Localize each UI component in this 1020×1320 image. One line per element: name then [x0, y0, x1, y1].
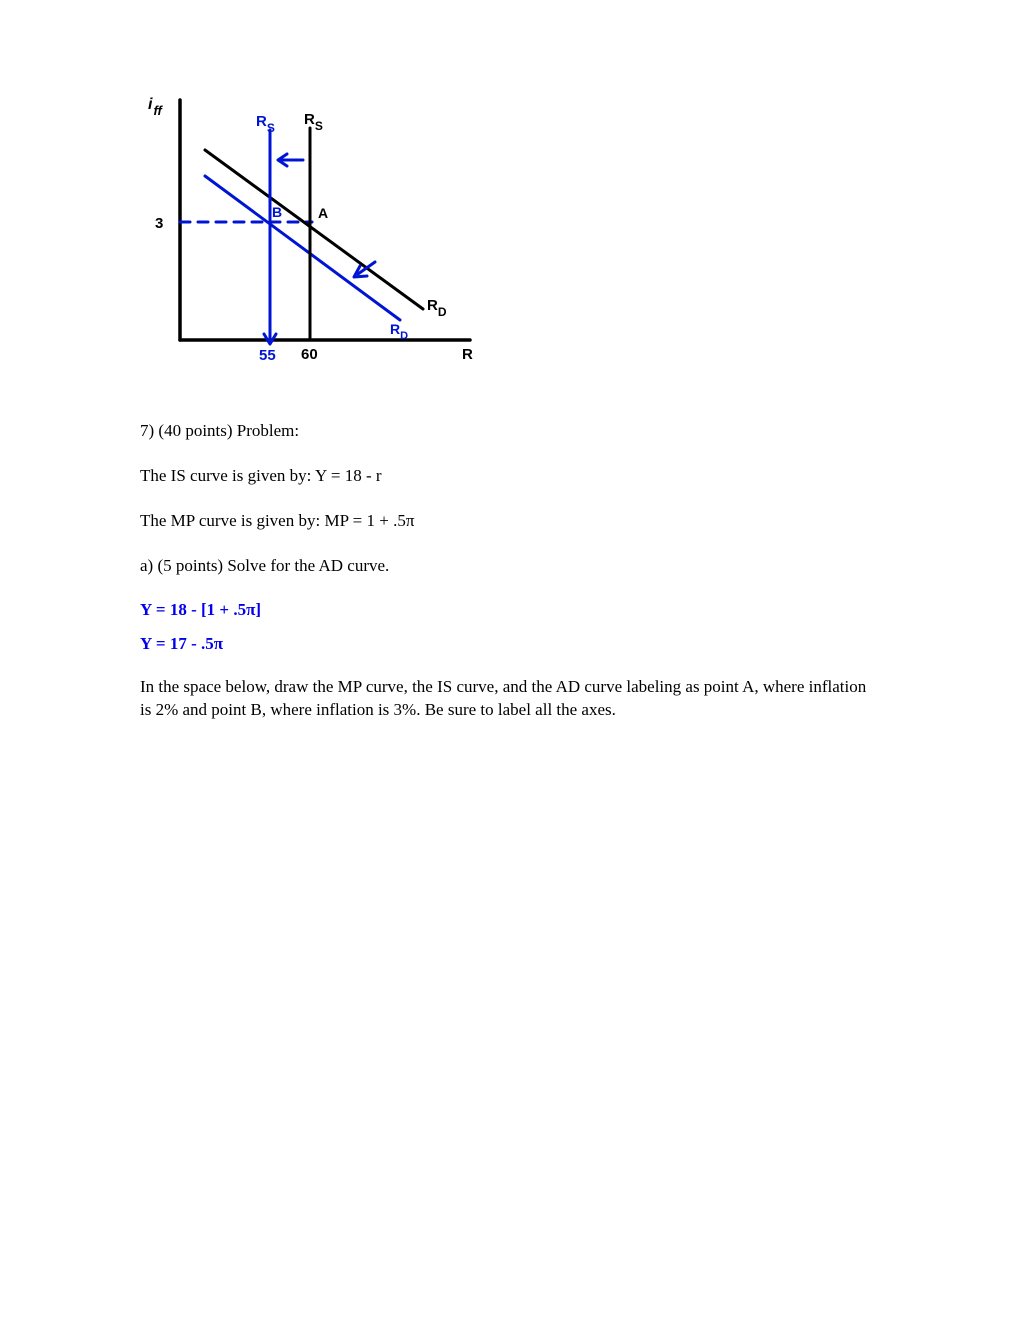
- y-tick-3: 3: [155, 215, 163, 232]
- graph-container: iff R 3 RD RD RS 60: [140, 90, 500, 380]
- x-axis-label: R: [462, 346, 473, 363]
- problem-header: 7) (40 points) Problem:: [140, 420, 880, 443]
- x-tick-55: 55: [259, 347, 276, 364]
- page: iff R 3 RD RD RS 60: [0, 0, 1020, 1320]
- answer-line-1: Y = 18 - [1 + .5π]: [140, 600, 880, 620]
- point-b-label: B: [272, 204, 282, 220]
- mp-curve-text: The MP curve is given by: MP = 1 + .5π: [140, 510, 880, 533]
- is-curve-text: The IS curve is given by: Y = 18 - r: [140, 465, 880, 488]
- y-axis-label: iff: [148, 96, 164, 118]
- answer-line-2: Y = 17 - .5π: [140, 634, 880, 654]
- rs-black-label: RS: [304, 111, 323, 133]
- part-a-text: a) (5 points) Solve for the AD curve.: [140, 555, 880, 578]
- rd-black-line: [205, 150, 423, 309]
- rs-blue-label: RS: [256, 113, 275, 135]
- economics-graph: iff R 3 RD RD RS 60: [140, 90, 500, 380]
- rd-blue-line: [205, 176, 400, 320]
- rd-black-label: RD: [427, 297, 447, 319]
- point-a-label: A: [318, 205, 328, 221]
- instruction-text: In the space below, draw the MP curve, t…: [140, 676, 880, 722]
- x-tick-60: 60: [301, 346, 318, 363]
